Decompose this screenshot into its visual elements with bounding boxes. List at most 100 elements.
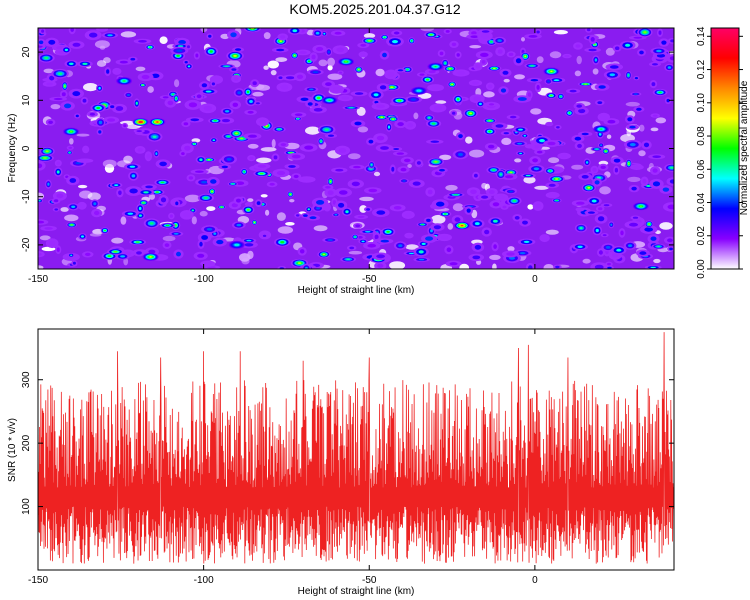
heatmap-cell <box>577 245 583 248</box>
heatmap-cell <box>436 201 445 207</box>
heatmap-cell <box>524 55 527 58</box>
heatmap-low-cell <box>548 157 560 164</box>
heatmap-cell <box>530 65 534 67</box>
heatmap-low-cell <box>576 55 582 65</box>
heatmap-cell <box>130 57 136 61</box>
heatmap-cell <box>661 40 667 45</box>
heatmap-cell <box>559 95 562 98</box>
heatmap-cell <box>398 244 403 248</box>
heatmap-low-cell <box>247 143 259 149</box>
heatmap-cell <box>473 96 481 101</box>
heatmap-low-cell <box>191 216 197 225</box>
heatmap-cell <box>38 40 44 45</box>
heatmap-cell <box>643 142 650 148</box>
heatmap-cell <box>80 159 90 162</box>
heatmap-cell <box>236 223 242 227</box>
heatmap-cell <box>85 252 91 256</box>
heatmap-cell <box>536 84 540 90</box>
heatmap-cell <box>373 93 379 97</box>
heatmap-cell <box>633 36 643 39</box>
heatmap-cell <box>232 102 239 108</box>
heatmap-cell <box>143 191 149 194</box>
heatmap-cell <box>594 180 600 185</box>
heatmap-cell <box>231 68 237 71</box>
heatmap-cell <box>481 33 489 39</box>
heatmap-cell <box>575 44 581 48</box>
heatmap-cell <box>69 178 77 183</box>
heatmap-cell <box>304 266 308 269</box>
snr-y-tick-label: 300 <box>21 371 32 388</box>
heatmap-cell <box>199 241 203 247</box>
heatmap-cell <box>569 89 577 93</box>
heatmap-cell <box>296 74 304 80</box>
heatmap-cell <box>213 120 217 122</box>
snr-y-tick-label: 200 <box>21 434 32 451</box>
heatmap-cell <box>670 166 674 169</box>
heatmap-cell <box>456 53 460 57</box>
heatmap-low-cell <box>348 153 361 160</box>
heatmap-cell <box>421 223 424 226</box>
heatmap-hotspot <box>639 205 643 207</box>
heatmap-cell <box>70 224 73 226</box>
heatmap-cell <box>72 91 81 97</box>
heatmap-cell <box>89 32 98 38</box>
heatmap-cell <box>488 130 492 133</box>
heatmap-cell <box>457 152 464 157</box>
heatmap-cell <box>176 54 180 57</box>
heatmap-low-cell <box>363 33 376 39</box>
heatmap-cell <box>535 203 541 209</box>
heatmap-cell <box>555 265 560 269</box>
heatmap-low-cell <box>650 127 659 132</box>
heatmap-low-cell <box>147 86 154 93</box>
colorbar-tick-label: 0.06 <box>696 159 707 179</box>
heatmap-cell <box>387 125 391 129</box>
heatmap-low-cell <box>327 73 343 80</box>
heatmap-cell <box>397 69 404 72</box>
heatmap-cell <box>107 118 116 122</box>
heatmap-cell <box>45 150 49 153</box>
heatmap-cell <box>406 234 412 238</box>
heatmap-cell <box>514 216 520 220</box>
heatmap-cell <box>244 243 254 247</box>
heatmap-cell <box>446 247 452 252</box>
heatmap-cell <box>165 224 170 227</box>
heatmap-cell <box>579 227 583 230</box>
heatmap-cell <box>370 163 373 166</box>
heatmap-cell <box>329 180 332 183</box>
heatmap-cell <box>587 186 591 189</box>
heatmap-cell <box>595 228 599 233</box>
heatmap-cell <box>499 173 502 176</box>
heatmap-cell <box>527 145 533 148</box>
heatmap-cell <box>213 77 220 82</box>
heatmap-cell <box>187 45 190 49</box>
heatmap-cell <box>374 100 379 104</box>
heatmap-low-cell <box>447 223 454 230</box>
heatmap-low-cell <box>102 159 117 168</box>
heatmap-cell <box>175 201 179 206</box>
heatmap-cell <box>193 143 196 145</box>
heatmap-cell <box>594 58 598 62</box>
heatmap-cell <box>530 79 539 82</box>
heatmap-cell <box>288 165 296 168</box>
heatmap-low-cell <box>605 47 615 56</box>
heatmap-cell <box>56 247 60 252</box>
heatmap-cell <box>41 29 45 33</box>
heatmap-cell <box>226 135 231 138</box>
heatmap-cell <box>368 139 374 144</box>
heatmap-cell <box>597 101 603 104</box>
heatmap-low-cell <box>64 214 79 222</box>
heatmap-cell <box>293 54 296 57</box>
heatmap-cell <box>475 64 481 69</box>
heatmap-cell <box>407 123 414 128</box>
heatmap-cell <box>556 126 560 129</box>
heatmap-cell <box>115 106 124 111</box>
heatmap-cell <box>636 107 642 111</box>
heatmap-cell <box>382 52 387 58</box>
heatmap-cell <box>397 122 404 127</box>
heatmap-cell <box>650 236 657 241</box>
heatmap-low-cell <box>469 45 482 49</box>
heatmap-cell <box>528 265 533 269</box>
heatmap-cell <box>666 98 670 103</box>
heatmap-cell <box>94 210 100 216</box>
